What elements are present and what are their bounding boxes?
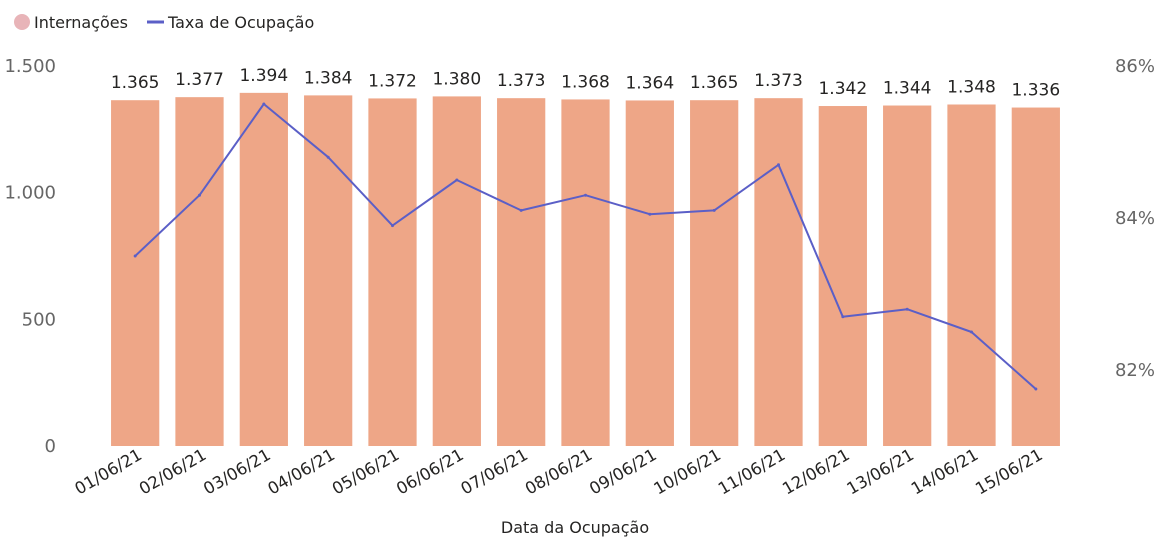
bar-value-label: 1.336 bbox=[1011, 81, 1060, 101]
line-point bbox=[905, 307, 909, 311]
x-tick-label: 13/06/21 bbox=[843, 445, 917, 499]
line-point bbox=[326, 155, 330, 159]
bar-value-label: 1.344 bbox=[883, 79, 932, 99]
x-tick-label: 07/06/21 bbox=[457, 445, 531, 499]
x-tick-label: 15/06/21 bbox=[972, 445, 1046, 499]
x-tick-label: 11/06/21 bbox=[715, 445, 789, 499]
bar bbox=[690, 100, 739, 446]
legend-label-taxa: Taxa de Ocupação bbox=[167, 13, 314, 32]
x-axis-title: Data da Ocupação bbox=[501, 518, 649, 537]
bar-value-label: 1.373 bbox=[754, 71, 803, 91]
bar bbox=[754, 98, 803, 446]
x-tick-label: 08/06/21 bbox=[522, 445, 596, 499]
bar bbox=[883, 105, 932, 447]
bar bbox=[497, 98, 546, 446]
bar bbox=[625, 100, 674, 446]
bar bbox=[368, 98, 417, 446]
line-point bbox=[841, 315, 845, 319]
bar-value-label: 1.342 bbox=[818, 79, 867, 99]
y-left-tick-label: 1.500 bbox=[4, 56, 56, 77]
bar bbox=[111, 100, 160, 446]
data-labels: 1.365 1.377 1.394 1.384 1.372 1.380 1.373 1.368… bbox=[111, 66, 1060, 101]
x-tick-label: 06/06/21 bbox=[393, 445, 467, 499]
bar-value-label: 1.380 bbox=[432, 69, 481, 89]
bar bbox=[1011, 107, 1060, 447]
bar-value-label: 1.368 bbox=[561, 72, 610, 92]
x-tick-label: 04/06/21 bbox=[264, 445, 338, 499]
bar-series bbox=[111, 92, 1060, 447]
bar bbox=[175, 97, 224, 446]
bar bbox=[947, 104, 996, 447]
bar bbox=[304, 95, 353, 447]
line-series bbox=[133, 102, 1038, 391]
x-tick-label: 14/06/21 bbox=[908, 445, 982, 499]
y-left-tick-label: 1.000 bbox=[4, 183, 56, 204]
x-tick-label: 09/06/21 bbox=[586, 445, 660, 499]
x-tick-label: 01/06/21 bbox=[71, 445, 145, 499]
bar-value-label: 1.348 bbox=[947, 78, 996, 98]
y-axis-left: 0 500 1.000 1.500 bbox=[4, 56, 56, 457]
legend: Internações Taxa de Ocupação bbox=[14, 13, 314, 32]
line-point bbox=[712, 208, 716, 212]
legend-label-internacoes: Internações bbox=[34, 13, 128, 32]
line-point bbox=[584, 193, 587, 197]
bar bbox=[239, 92, 288, 446]
x-tick-label: 10/06/21 bbox=[650, 445, 724, 499]
x-tick-label: 03/06/21 bbox=[200, 445, 274, 499]
line-point bbox=[262, 102, 266, 106]
bar bbox=[818, 106, 867, 446]
x-tick-label: 12/06/21 bbox=[779, 445, 853, 499]
y-left-tick-label: 0 bbox=[45, 436, 56, 457]
y-right-tick-label: 86% bbox=[1115, 56, 1155, 77]
y-left-tick-label: 500 bbox=[22, 309, 56, 330]
line-point bbox=[970, 330, 973, 334]
y-right-tick-label: 84% bbox=[1115, 208, 1155, 229]
legend-marker-internacoes bbox=[14, 14, 30, 30]
line-point bbox=[519, 208, 523, 212]
bar-value-label: 1.377 bbox=[175, 70, 224, 90]
bar-value-label: 1.394 bbox=[239, 66, 288, 86]
x-tick-label: 05/06/21 bbox=[329, 445, 403, 499]
y-axis-right: 82% 84% 86% bbox=[1115, 56, 1155, 381]
x-axis: 01/06/2102/06/2103/06/2104/06/2105/06/21… bbox=[71, 445, 1045, 499]
bar-value-label: 1.364 bbox=[625, 73, 674, 93]
bar bbox=[561, 99, 610, 446]
bar-value-label: 1.365 bbox=[690, 73, 739, 93]
x-tick-label: 02/06/21 bbox=[136, 445, 210, 499]
bar bbox=[432, 96, 481, 447]
bar-value-label: 1.365 bbox=[111, 73, 160, 93]
y-right-tick-label: 82% bbox=[1115, 360, 1155, 381]
line-point bbox=[133, 254, 137, 258]
line-point bbox=[198, 193, 201, 197]
bar-value-label: 1.372 bbox=[368, 71, 417, 91]
bar-value-label: 1.384 bbox=[304, 68, 353, 88]
line-point bbox=[391, 224, 394, 228]
line-point bbox=[1034, 387, 1038, 391]
line-point bbox=[777, 163, 780, 167]
bar-value-label: 1.373 bbox=[497, 71, 546, 91]
line-point bbox=[648, 212, 652, 216]
line-point bbox=[455, 178, 459, 182]
